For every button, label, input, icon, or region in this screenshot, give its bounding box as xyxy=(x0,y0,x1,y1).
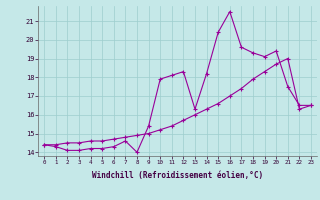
X-axis label: Windchill (Refroidissement éolien,°C): Windchill (Refroidissement éolien,°C) xyxy=(92,171,263,180)
